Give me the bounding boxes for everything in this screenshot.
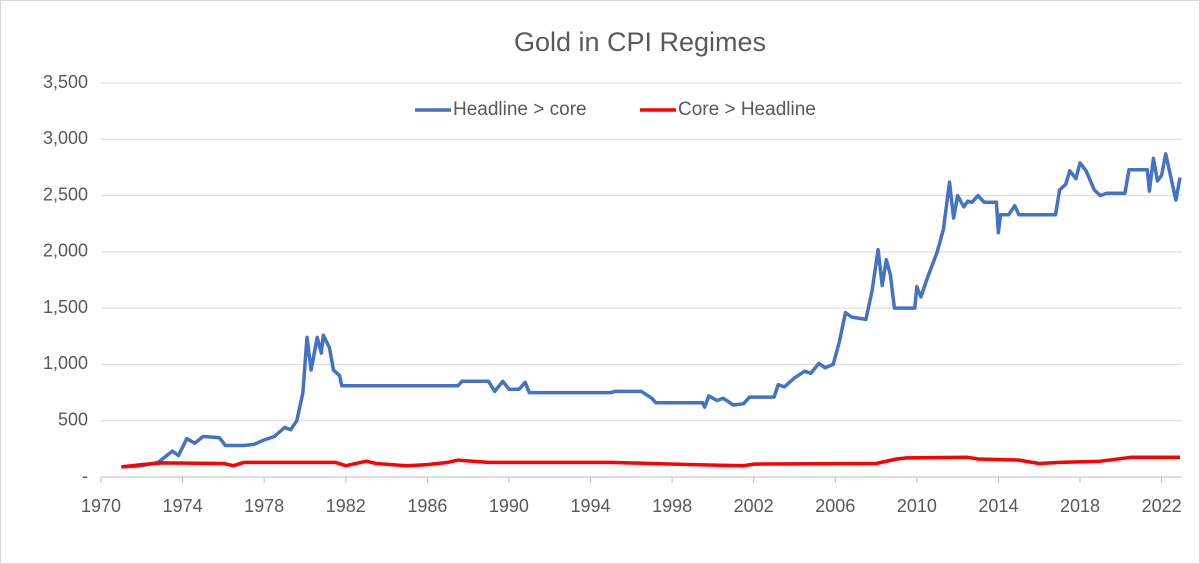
x-tick-label: 1990: [489, 496, 529, 516]
legend-label: Core > Headline: [678, 99, 816, 120]
y-tick-label: -: [82, 466, 88, 486]
x-tick-label: 2002: [734, 496, 774, 516]
x-tick-label: 2018: [1060, 496, 1100, 516]
y-tick-label: 3,500: [43, 72, 88, 92]
x-tick-label: 1982: [326, 496, 366, 516]
chart-title: Gold in CPI Regimes: [514, 27, 766, 57]
x-tick-label: 1998: [652, 496, 692, 516]
x-tick-label: 1970: [81, 496, 121, 516]
x-tick-label: 1986: [407, 496, 447, 516]
y-tick-label: 3,000: [43, 128, 88, 148]
x-tick-label: 1974: [163, 496, 203, 516]
legend-label: Headline > core: [453, 99, 587, 120]
y-tick-label: 500: [58, 409, 88, 429]
series-line: [121, 152, 1182, 469]
series-line: [121, 455, 1180, 469]
y-tick-label: 2,000: [43, 241, 88, 261]
y-tick-label: 1,500: [43, 297, 88, 317]
x-tick-label: 2022: [1142, 496, 1182, 516]
x-tick-label: 2006: [815, 496, 855, 516]
y-tick-label: 1,000: [43, 353, 88, 373]
x-tick-label: 2010: [897, 496, 937, 516]
y-tick-label: 2,500: [43, 184, 88, 204]
x-tick-label: 1994: [570, 496, 610, 516]
x-tick-label: 1978: [244, 496, 284, 516]
x-tick-label: 2014: [978, 496, 1018, 516]
